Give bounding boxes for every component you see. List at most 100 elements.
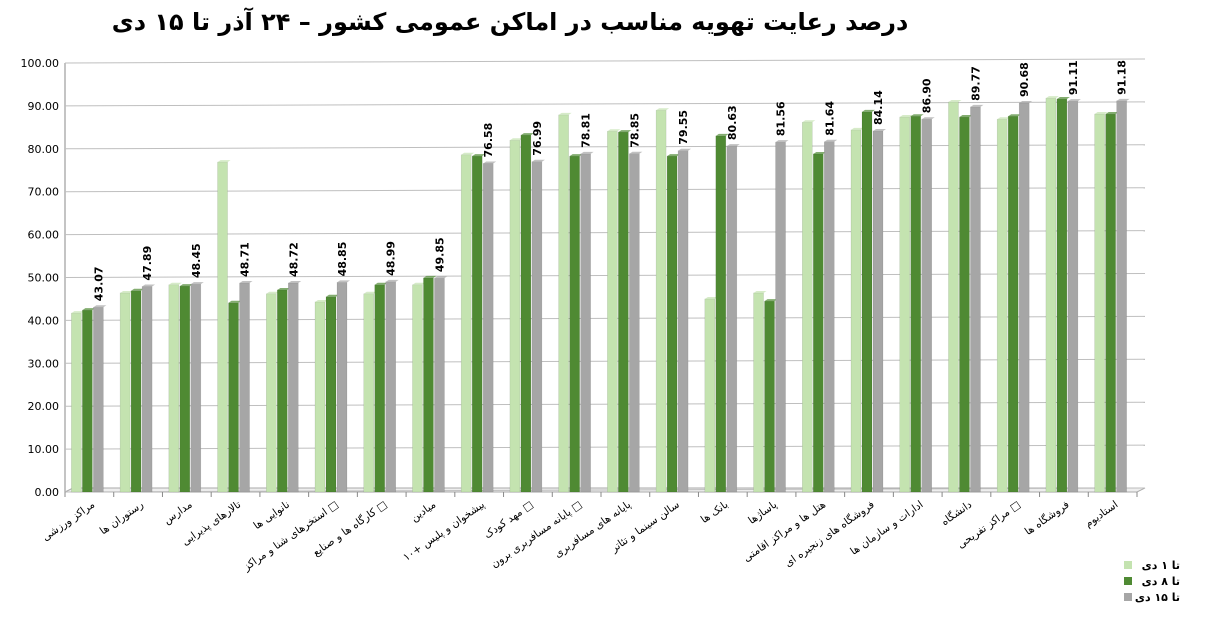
bar [482,163,494,493]
data-label: 47.89 [141,246,154,281]
data-label: 81.56 [775,101,788,136]
bar [948,101,959,493]
bar-top [461,152,475,155]
bar-top [93,305,107,308]
data-label: 90.68 [1018,62,1031,97]
bar [802,121,813,493]
bar-top [1116,98,1130,101]
bar-top [775,140,789,143]
bar [374,284,385,493]
legend-label: تا ۸ دی [1142,575,1180,588]
bar [423,277,434,493]
bar-top [472,154,486,157]
y-tick-label: 50.00 [28,272,60,285]
bar-top [824,139,838,142]
bar-top [873,129,886,132]
x-tick-label: پیشخوان و پلیس +۱۰ [401,499,487,564]
x-tick-label: دانشگاه [939,498,975,529]
bar-top [997,117,1011,120]
bar-top [71,311,85,314]
bar-top [1008,114,1022,117]
bar-top [423,275,437,278]
bar [314,301,326,493]
bar-top [813,151,827,154]
data-label: 78.85 [628,113,641,148]
x-tick-label: رستوران ها [98,499,146,538]
y-tick-label: 70.00 [28,186,60,199]
bar-top [326,294,339,297]
bar [655,109,667,493]
bar [141,286,153,493]
bar-top [266,291,280,294]
bar [288,282,299,493]
bar [460,154,472,493]
data-label: 76.99 [531,121,544,156]
bar [130,290,142,493]
data-label: 91.11 [1067,60,1080,95]
bar [607,130,618,493]
x-tick-label: استخرهای شنا و مراکز □ [240,499,340,574]
bar-top [667,154,681,157]
bar [824,141,835,493]
bar [520,134,532,493]
bar-top [970,104,984,107]
legend-label: تا ۱ دی [1142,559,1180,572]
data-label: 89.77 [969,66,982,101]
bar [580,153,591,493]
bar [872,130,884,493]
y-tick-label: 90.00 [28,100,60,113]
bar [93,306,104,493]
bar-top [520,133,534,136]
bar-top [726,144,740,147]
bar-top [337,280,350,283]
bar-top [412,282,426,285]
bar [558,114,569,493]
bar-top [948,100,962,103]
bar-top [288,280,302,283]
bar [753,292,764,493]
data-label: 84.14 [872,90,885,125]
bar-top [531,159,545,162]
bar [1067,100,1079,493]
bar-top [142,284,156,287]
y-tick-label: 10.00 [28,443,60,456]
bar [228,302,239,493]
bar [336,282,348,493]
bar-top [899,115,913,118]
bar [850,129,862,493]
bar [179,285,191,493]
bar-top [558,112,572,115]
bar [921,118,932,493]
y-tick-label: 60.00 [28,229,60,242]
bar [861,111,873,493]
bar-top [120,290,134,293]
bar-top [239,281,253,284]
grid-line [64,101,1146,107]
bar-top [1067,99,1081,102]
bar [629,153,640,493]
y-tick-label: 100.00 [21,57,60,70]
bar-top [217,160,231,163]
bar [412,284,423,493]
bar [119,292,131,493]
y-tick-label: 80.00 [28,143,60,156]
data-label: 48.71 [239,242,252,277]
bar-top [1019,100,1033,103]
data-label: 48.85 [336,242,349,277]
bar [764,300,775,493]
bar [704,298,716,493]
bar-top [802,120,816,123]
bar-top [618,130,632,133]
legend-swatch [1124,561,1132,569]
bar [71,312,82,493]
bar-top [190,282,204,285]
bar-top [82,308,96,311]
bar [325,296,337,493]
bar [363,293,374,493]
data-label: 43.07 [92,266,105,301]
y-tick-label: 30.00 [28,357,60,370]
bar-top [483,161,497,164]
bar [569,155,580,493]
data-label: 48.72 [287,242,300,277]
